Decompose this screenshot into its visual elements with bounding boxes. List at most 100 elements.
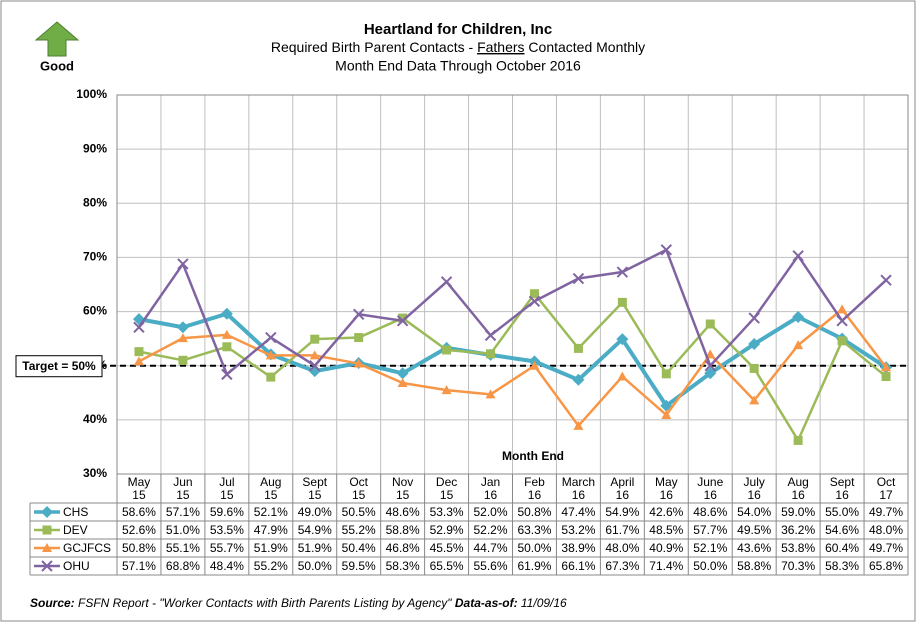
series-line: [137, 248, 887, 376]
chart-title: Heartland for Children, Inc: [364, 21, 552, 38]
x-tick-label: Oct 17: [877, 475, 896, 502]
x-tick-label-line: Jan: [481, 475, 500, 489]
x-tick-label-line: 17: [879, 488, 893, 502]
table-cell: 63.3%: [517, 523, 551, 537]
table-cell: 61.9%: [517, 559, 551, 573]
x-tick-label-line: 16: [616, 488, 630, 502]
marker: [266, 372, 276, 382]
table-cell: 57.7%: [693, 523, 727, 537]
table-cell: 47.9%: [254, 523, 288, 537]
marker: [572, 272, 585, 285]
table-cell: 48.6%: [386, 505, 420, 519]
table-cell: 54.6%: [825, 523, 859, 537]
table-cell: 67.3%: [605, 559, 639, 573]
x-tick-label: Sept 16: [830, 475, 855, 502]
marker: [310, 334, 320, 344]
source-date: 11/09/16: [518, 596, 567, 610]
table-cell: 49.5%: [737, 523, 771, 537]
table-cell: 45.5%: [430, 541, 464, 555]
good-label: Good: [40, 58, 74, 73]
marker: [396, 315, 409, 327]
table-cell: 58.3%: [386, 559, 420, 573]
marker: [616, 333, 629, 346]
x-tick-label: Dec 15: [436, 475, 457, 502]
marker: [484, 329, 497, 342]
x-tick-label-line: 15: [308, 488, 322, 502]
table-cell: 58.3%: [825, 559, 859, 573]
x-tick-label: Jul 15: [219, 475, 234, 502]
table-cell: 48.0%: [869, 523, 903, 537]
marker: [177, 333, 188, 343]
table-cell: 51.9%: [298, 541, 332, 555]
table-cell: 46.8%: [386, 541, 420, 555]
table-cell: 70.3%: [781, 559, 815, 573]
table-cell: 54.9%: [605, 505, 639, 519]
table-cell: 53.8%: [781, 541, 815, 555]
table-cell: 58.8%: [737, 559, 771, 573]
marker: [573, 343, 583, 353]
x-tick-label-line: 15: [396, 488, 410, 502]
table-cell: 48.6%: [693, 505, 727, 519]
x-tick-label: Sept 15: [302, 475, 327, 502]
marker: [748, 338, 761, 351]
marker: [660, 244, 673, 256]
good-arrow: [34, 21, 80, 57]
table-cell: 58.8%: [386, 523, 420, 537]
table-cell: 54.9%: [298, 523, 332, 537]
legend-label: DEV: [63, 523, 88, 537]
table-cell: 58.6%: [122, 505, 156, 519]
legend-label: OHU: [63, 559, 90, 573]
table-cell: 55.7%: [210, 541, 244, 555]
legend-marker: [41, 560, 53, 572]
x-tick-label-line: May: [655, 475, 678, 489]
x-tick-label-line: Feb: [524, 475, 545, 489]
marker: [353, 358, 364, 368]
table-cell: 44.7%: [474, 541, 508, 555]
table-cell: 49.7%: [869, 541, 903, 555]
table-cell: 53.2%: [561, 523, 595, 537]
table-cell: 71.4%: [649, 559, 683, 573]
marker: [837, 336, 847, 346]
table-cell: 60.4%: [825, 541, 859, 555]
marker: [133, 321, 145, 333]
x-tick-label-line: 16: [835, 488, 849, 502]
x-tick-label-line: Jul: [219, 475, 234, 489]
marker: [221, 368, 233, 381]
table-cell: 55.2%: [254, 559, 288, 573]
table-cell: 52.6%: [122, 523, 156, 537]
y-tick-label: 70%: [83, 250, 107, 264]
legend-label: CHS: [63, 505, 88, 519]
table-cell: 53.3%: [430, 505, 464, 519]
table-cell: 50.5%: [342, 505, 376, 519]
marker: [749, 363, 759, 373]
marker: [617, 297, 627, 307]
marker: [221, 329, 232, 339]
marker: [396, 367, 409, 380]
marker: [661, 369, 671, 379]
table-cell: 40.9%: [649, 541, 683, 555]
table-cell: 55.0%: [825, 505, 859, 519]
target-label: Target = 50%: [22, 359, 96, 373]
source-text: FSFN Report - "Worker Contacts with Birt…: [75, 596, 455, 610]
x-tick-label-line: May: [128, 475, 151, 489]
x-tick-label: Aug 16: [787, 475, 808, 502]
subtitle-part: Fathers: [477, 39, 524, 55]
x-tick-label-line: Oct: [349, 475, 368, 489]
marker: [441, 385, 452, 395]
x-tick-label: May 15: [128, 475, 151, 502]
x-tick-label-line: 15: [440, 488, 454, 502]
marker: [176, 321, 189, 334]
x-tick-label-line: March: [562, 475, 595, 489]
table-cell: 55.6%: [474, 559, 508, 573]
marker: [397, 378, 408, 388]
table-cell: 52.0%: [474, 505, 508, 519]
table-cell: 59.5%: [342, 559, 376, 573]
x-tick-label-line: 15: [220, 488, 234, 502]
x-tick-label-line: Nov: [392, 475, 413, 489]
table-cell: 48.4%: [210, 559, 244, 573]
marker: [485, 389, 496, 399]
x-tick-label-line: Aug: [787, 475, 808, 489]
table-cell: 36.2%: [781, 523, 815, 537]
table-cell: 43.6%: [737, 541, 771, 555]
